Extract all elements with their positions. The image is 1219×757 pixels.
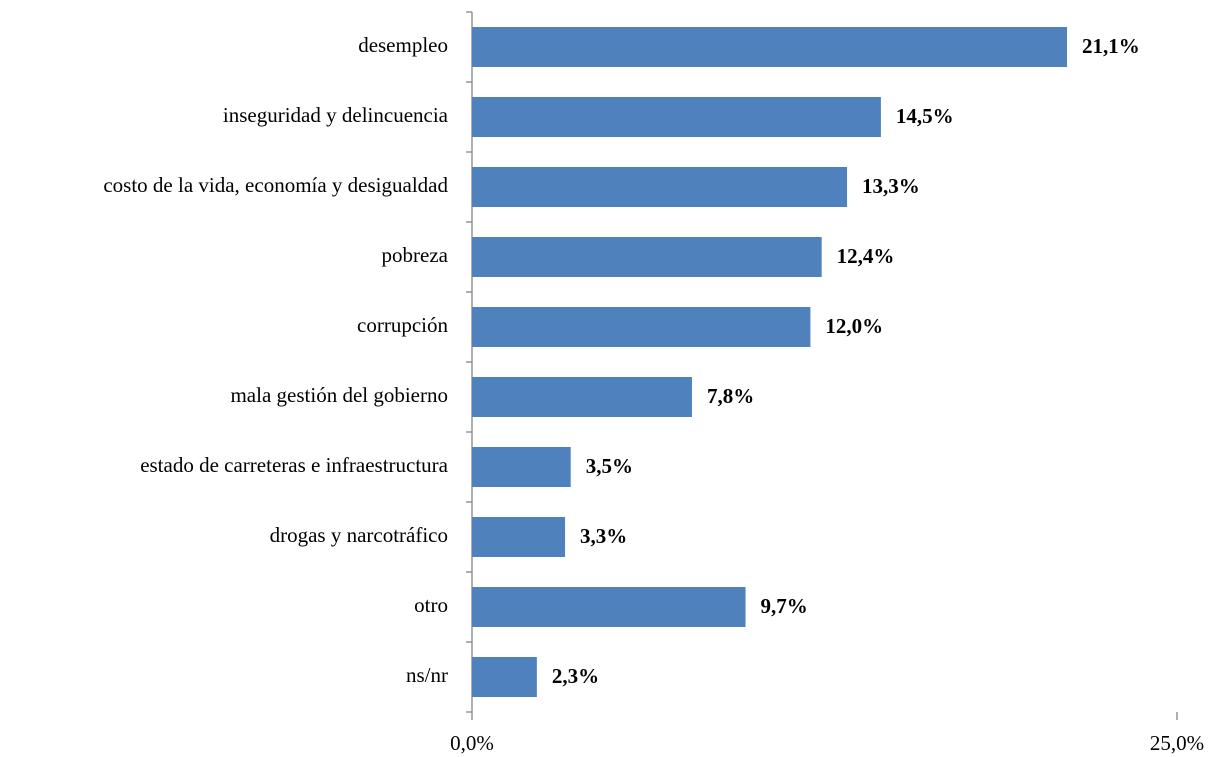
value-label: 13,3% [862,174,920,198]
y-tick-label: corrupción [357,313,448,337]
bar [472,167,848,207]
y-tick-label: mala gestión del gobierno [230,383,448,407]
bar [472,517,566,557]
x-tick-label: 25,0% [1150,731,1204,755]
y-tick-label: otro [414,593,448,617]
bar [472,587,746,627]
value-label: 12,4% [837,244,895,268]
bar [472,447,571,487]
y-tick-label: ns/nr [406,663,448,687]
y-tick-label: inseguridad y delincuencia [223,103,449,127]
value-label: 21,1% [1082,34,1140,58]
bar [472,377,692,417]
value-label: 7,8% [707,384,754,408]
x-tick-label: 0,0% [450,731,494,755]
value-label: 3,5% [586,454,633,478]
value-label: 12,0% [825,314,883,338]
y-tick-label: estado de carreteras e infraestructura [140,453,448,477]
y-tick-label: desempleo [358,33,448,57]
bar [472,237,822,277]
y-tick-label: drogas y narcotráfico [270,523,448,547]
y-tick-label: costo de la vida, economía y desigualdad [103,173,448,197]
y-tick-label: pobreza [382,243,449,267]
bar [472,27,1068,67]
value-label: 9,7% [761,594,808,618]
bar [472,657,537,697]
value-label: 3,3% [580,524,627,548]
bar [472,97,881,137]
value-label: 14,5% [896,104,954,128]
bar [472,307,811,347]
value-label: 2,3% [552,664,599,688]
